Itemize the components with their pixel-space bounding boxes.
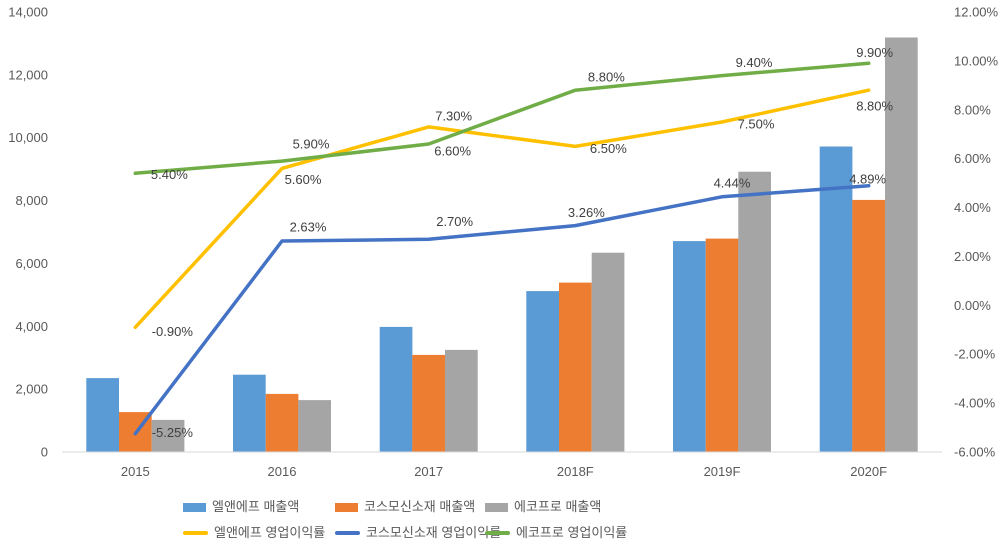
bar-segment — [819, 146, 853, 452]
data-label: 3.26% — [568, 205, 605, 220]
legend-bar-swatch — [485, 502, 508, 512]
bar-segment — [233, 374, 266, 452]
legend-bar-swatch — [335, 502, 358, 512]
category-axis-label: 2020F — [850, 464, 887, 479]
legend-item: 코스모신소재 매출액 — [335, 500, 475, 514]
legend-item: 엘앤에프 매출액 — [183, 500, 299, 514]
left-axis-tick-label: 0 — [41, 445, 48, 460]
category-axis-label: 2015 — [121, 464, 150, 479]
legend-item: 에코프로 영업이익률 — [485, 526, 627, 540]
bar-segment — [412, 354, 445, 452]
data-label: 6.50% — [590, 141, 627, 156]
legend-bar-swatch — [183, 502, 206, 512]
data-label: 5.90% — [293, 137, 330, 152]
category-axis-label: 2016 — [268, 464, 297, 479]
data-label: 8.80% — [856, 99, 893, 114]
data-label: 7.50% — [738, 117, 775, 132]
bar-segment — [738, 171, 771, 452]
bar-segment — [852, 199, 885, 452]
bar-segment — [705, 238, 739, 452]
right-axis-tick-label: 8.00% — [954, 102, 991, 117]
right-axis-tick-label: 6.00% — [954, 151, 991, 166]
data-label: 4.89% — [849, 171, 886, 186]
data-label: 6.60% — [434, 144, 471, 159]
right-axis-tick-label: 4.00% — [954, 200, 991, 215]
bar-segment — [673, 241, 706, 452]
left-axis-tick-label: 12,000 — [8, 67, 48, 82]
left-axis-tick-label: 4,000 — [15, 319, 48, 334]
data-label: -5.25% — [152, 425, 194, 440]
data-label: 8.80% — [588, 70, 625, 85]
bar-segment — [445, 349, 478, 452]
line-series — [133, 184, 871, 436]
right-axis-tick-label: 10.00% — [954, 53, 999, 68]
right-axis-tick-label: 2.00% — [954, 249, 991, 264]
line-series — [133, 88, 871, 330]
bar-segment — [526, 291, 559, 452]
legend-label: 엘앤에프 매출액 — [212, 499, 300, 514]
legend-line-swatch — [335, 531, 360, 535]
legend-label: 에코프로 영업이익률 — [516, 525, 628, 540]
data-label: 9.90% — [856, 45, 893, 60]
bar-segment — [379, 326, 413, 452]
data-label: 2.63% — [290, 220, 327, 235]
line-series — [133, 61, 871, 176]
legend-line-swatch — [183, 531, 208, 535]
legend-label: 에코프로 매출액 — [514, 499, 602, 514]
data-label: 7.30% — [435, 108, 472, 123]
bar-segment — [265, 393, 299, 452]
right-axis-tick-label: -6.00% — [954, 445, 996, 460]
data-label: 5.60% — [285, 172, 322, 187]
legend-label: 코스모신소재 매출액 — [364, 499, 476, 514]
data-label: 5.40% — [151, 167, 188, 182]
data-label: 2.70% — [436, 214, 473, 229]
legend-item: 에코프로 매출액 — [485, 500, 601, 514]
legend-item: 엘앤에프 영업이익률 — [183, 526, 325, 540]
right-axis-tick-label: 0.00% — [954, 298, 991, 313]
legend-label: 엘앤에프 영업이익률 — [214, 525, 326, 540]
bar-segment — [885, 37, 918, 452]
right-axis-tick-label: -4.00% — [954, 396, 996, 411]
category-axis-label: 2018F — [557, 464, 594, 479]
bar-segment — [298, 400, 331, 452]
right-axis-tick-label: -2.00% — [954, 347, 996, 362]
data-label: -0.90% — [152, 324, 194, 339]
bar-segment — [151, 419, 185, 452]
right-axis-tick-label: 12.00% — [954, 5, 999, 20]
left-axis-tick-label: 8,000 — [15, 193, 48, 208]
category-axis-label: 2017 — [414, 464, 443, 479]
left-axis-tick-label: 6,000 — [15, 256, 48, 271]
bar-segment — [86, 378, 119, 452]
data-label: 9.40% — [736, 55, 773, 70]
data-label: 4.44% — [714, 175, 751, 190]
left-axis-tick-label: 14,000 — [8, 5, 48, 20]
legend-line-swatch — [485, 531, 510, 535]
left-axis-tick-label: 10,000 — [8, 130, 48, 145]
category-axis-label: 2019F — [704, 464, 741, 479]
bar-segment — [559, 282, 592, 452]
bar-segment — [591, 252, 625, 452]
legend-item: 코스모신소재 영업이익률 — [335, 526, 501, 540]
left-axis-tick-label: 2,000 — [15, 382, 48, 397]
legend-label: 코스모신소재 영업이익률 — [366, 525, 502, 540]
